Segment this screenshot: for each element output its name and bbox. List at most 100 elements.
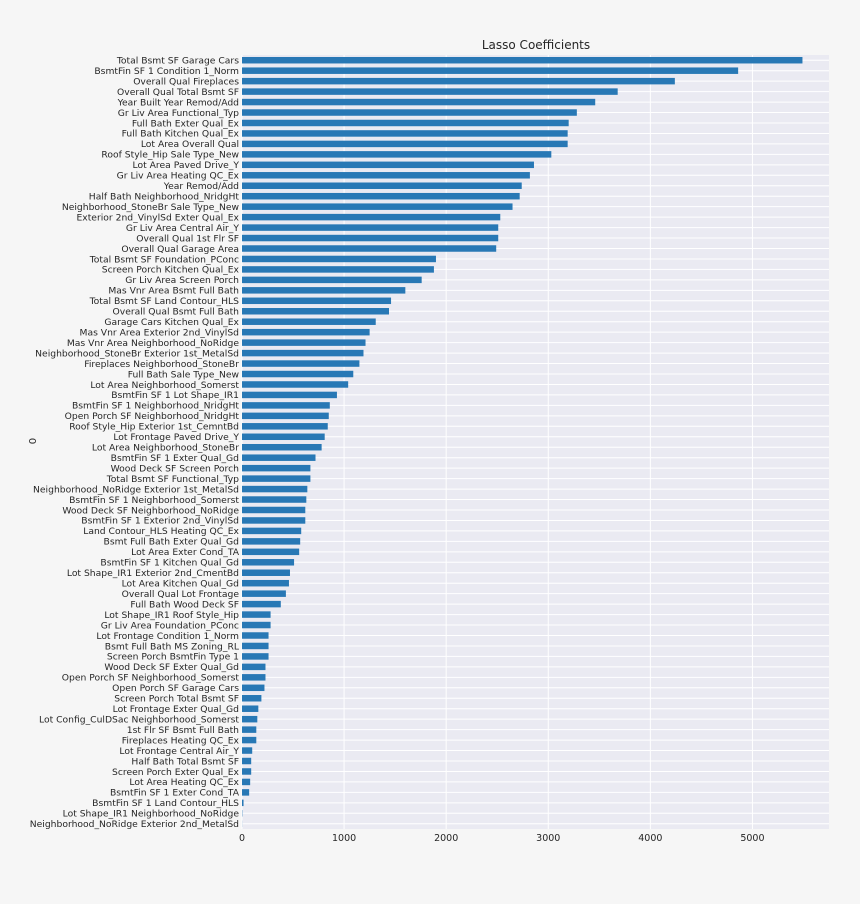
category-label: Lot Area Heating QC_Ex <box>129 777 239 788</box>
category-label: Lot Frontage Exter Qual_Gd <box>113 704 239 715</box>
bar <box>242 664 265 670</box>
bar <box>242 120 569 126</box>
bar <box>242 674 265 680</box>
bar <box>242 287 405 293</box>
category-label: Screen Porch Kitchen Qual_Ex <box>102 265 240 276</box>
x-tick-label: 5000 <box>740 833 764 844</box>
category-label: Half Bath Total Bsmt SF <box>131 756 239 767</box>
category-label: Bsmt Full Bath Exter Qual_Gd <box>104 537 239 548</box>
category-label: BsmtFin SF 1 Kitchen Qual_Gd <box>100 558 239 569</box>
bar <box>242 423 328 429</box>
category-label: Mas Vnr Area Exterior 2nd_VinylSd <box>80 327 239 338</box>
bar <box>242 800 244 806</box>
category-label: Full Bath Kitchen Qual_Ex <box>122 129 240 140</box>
bar <box>242 454 316 460</box>
category-label: Lot Frontage Paved Drive_Y <box>113 432 239 443</box>
category-label: BsmtFin SF 1 Neighborhood_NridgHt <box>72 401 239 412</box>
bar <box>242 151 551 157</box>
bar <box>242 475 310 481</box>
category-label: Neighborhood_StoneBr Exterior 1st_MetalS… <box>35 348 239 359</box>
category-label: Lot Frontage Central Air_Y <box>119 746 239 757</box>
category-label: Total Bsmt SF Functional_Typ <box>106 474 239 485</box>
category-label: Overall Qual Total Bsmt SF <box>117 87 239 98</box>
bar <box>242 726 256 732</box>
category-label: Screen Porch BsmtFin Type 1 <box>107 652 239 663</box>
category-label: Mas Vnr Area Bsmt Full Bath <box>108 286 239 297</box>
bar <box>242 737 256 743</box>
bar <box>242 88 618 94</box>
bar <box>242 653 269 659</box>
bar <box>242 716 257 722</box>
category-label: BsmtFin SF 1 Neighborhood_Somerst <box>69 495 239 506</box>
category-label: Bsmt Full Bath MS Zoning_RL <box>105 641 240 652</box>
bar <box>242 570 290 576</box>
bar <box>242 705 258 711</box>
category-label: Total Bsmt SF Garage Cars <box>116 56 239 67</box>
category-label: Lot Area Paved Drive_Y <box>133 160 240 171</box>
bar <box>242 601 281 607</box>
category-label: BsmtFin SF 1 Exterior 2nd_VinylSd <box>81 516 239 527</box>
bar <box>242 183 522 189</box>
category-label: Roof Style_Hip Exterior 1st_CemntBd <box>69 422 239 433</box>
category-label: Overall Qual Lot Frontage <box>122 589 240 600</box>
x-tick-label: 2000 <box>434 833 458 844</box>
bar <box>242 277 422 283</box>
category-label: Total Bsmt SF Land Contour_HLS <box>89 296 240 307</box>
bar <box>242 172 530 178</box>
category-label: Gr Liv Area Screen Porch <box>125 275 239 286</box>
bar <box>242 590 286 596</box>
bar <box>242 611 271 617</box>
category-label: Half Bath Neighborhood_NridgHt <box>89 192 240 203</box>
bar <box>242 224 498 230</box>
x-tick-label: 1000 <box>332 833 356 844</box>
x-tick-label: 3000 <box>536 833 560 844</box>
category-label: Gr Liv Area Heating QC_Ex <box>117 171 240 182</box>
bar <box>242 402 330 408</box>
bar <box>242 245 496 251</box>
bar <box>242 371 353 377</box>
x-tick-label: 4000 <box>638 833 662 844</box>
category-label: Overall Qual Garage Area <box>121 244 239 255</box>
bar <box>242 99 595 105</box>
bar <box>242 496 306 502</box>
category-label: Fireplaces Heating QC_Ex <box>122 735 240 746</box>
bar <box>242 203 513 209</box>
category-label: Wood Deck SF Exter Qual_Gd <box>104 662 239 673</box>
category-label: Open Porch SF Neighborhood_Somerst <box>62 673 240 684</box>
category-label: Wood Deck SF Screen Porch <box>111 463 240 474</box>
bar <box>242 318 376 324</box>
category-label: Screen Porch Exter Qual_Ex <box>112 767 240 778</box>
y-axis-label: 0 <box>28 438 39 444</box>
category-label: Lot Shape_IR1 Neighborhood_NoRidge <box>63 809 240 820</box>
category-label: Year Built Year Remod/Add <box>117 97 239 108</box>
bar <box>242 465 310 471</box>
category-label: Neighborhood_NoRidge Exterior 1st_MetalS… <box>33 484 239 495</box>
category-label: Lot Area Exter Cond_TA <box>131 547 240 558</box>
category-label: Lot Area Neighborhood_StoneBr <box>92 443 239 454</box>
bar <box>242 444 322 450</box>
bar <box>242 339 366 345</box>
bar <box>242 486 307 492</box>
bar <box>242 695 261 701</box>
category-label: Lot Area Kitchen Qual_Gd <box>122 579 239 590</box>
category-label: Open Porch SF Garage Cars <box>112 683 239 694</box>
bar <box>242 57 802 63</box>
bar <box>242 162 534 168</box>
category-label: Lot Config_CulDSac Neighborhood_Somerst <box>39 714 239 725</box>
bar <box>242 392 337 398</box>
bar <box>242 434 325 440</box>
category-label: Year Remod/Add <box>163 181 239 192</box>
category-label: 1st Flr SF Bsmt Full Bath <box>127 725 239 736</box>
category-label: Fireplaces Neighborhood_StoneBr <box>84 359 239 370</box>
category-label: Gr Liv Area Functional_Typ <box>118 108 239 119</box>
category-label: BsmtFin SF 1 Condition 1_Norm <box>94 66 239 77</box>
bar <box>242 779 250 785</box>
category-label: Exterior 2nd_VinylSd Exter Qual_Ex <box>76 212 239 223</box>
bar <box>242 517 305 523</box>
category-label: Neighborhood_NoRidge Exterior 2nd_MetalS… <box>30 819 239 830</box>
bar <box>242 78 675 84</box>
category-label: Garage Cars Kitchen Qual_Ex <box>104 317 239 328</box>
bar <box>242 266 434 272</box>
category-label: Lot Area Overall Qual <box>141 139 239 150</box>
